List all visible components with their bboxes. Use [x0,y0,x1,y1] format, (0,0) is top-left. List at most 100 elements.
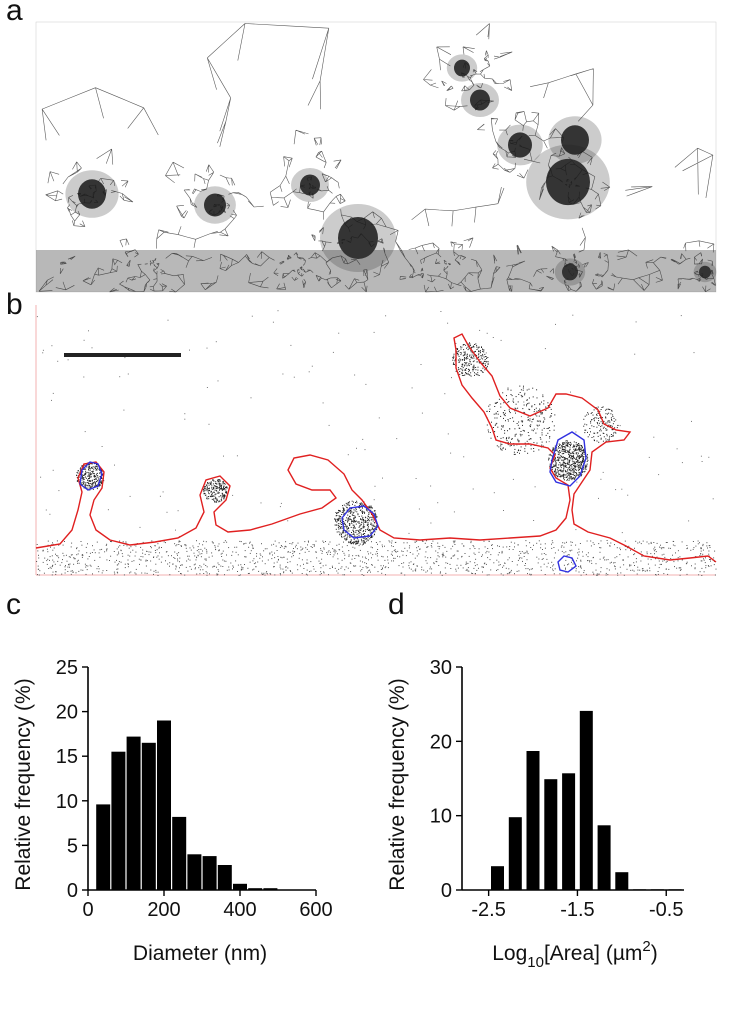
loc-dot [224,483,226,485]
loc-dot [128,547,130,549]
loc-dot [570,468,572,470]
loc-dot [368,516,370,518]
loc-dot [283,556,285,558]
loc-dot [608,424,610,426]
loc-dot [541,444,543,446]
bar [491,866,504,890]
loc-dot [374,485,376,487]
loc-dot [85,470,87,472]
loc-dot [292,553,294,555]
loc-dot [591,437,593,438]
loc-dot [581,462,583,464]
loc-dot [457,351,459,353]
loc-dot [536,542,538,544]
loc-dot [561,446,563,448]
loc-dot [345,519,347,521]
loc-dot [616,547,618,549]
loc-dot [628,545,630,547]
loc-dot [85,473,86,474]
loc-dot [320,548,322,550]
loc-dot [559,469,561,471]
loc-dot [580,467,582,469]
loc-dot [204,558,206,560]
loc-dot [193,547,195,549]
loc-dot [345,524,346,526]
loc-dot [252,545,254,547]
loc-dot [655,551,657,553]
loc-dot [255,562,256,564]
bar [633,889,647,890]
x-tick-label: -1.5 [560,899,594,921]
loc-dot [171,555,172,557]
loc-dot [700,553,702,555]
loc-dot [310,561,312,563]
loc-dot [208,496,209,498]
loc-dot [384,567,386,569]
loc-dot [573,456,574,458]
loc-dot [575,453,577,455]
loc-dot [201,553,203,555]
loc-dot [220,565,222,567]
loc-dot [568,474,570,476]
loc-dot [566,449,568,451]
loc-dot [364,526,366,528]
loc-dot [596,414,598,416]
loc-dot [344,523,346,525]
loc-dot [401,550,403,552]
loc-dot [343,522,345,524]
loc-dot [205,558,207,560]
loc-dot [292,555,294,557]
loc-dot [543,553,545,554]
loc-dot [614,431,616,433]
loc-dot [510,571,512,573]
loc-dot [543,563,545,565]
loc-dot [364,533,366,534]
loc-dot [52,469,54,471]
loc-dot [492,548,493,550]
loc-dot [221,556,223,557]
loc-dot [570,443,572,445]
loc-dot [562,443,564,445]
loc-dot [469,354,471,356]
loc-dot [375,526,377,528]
loc-dot [88,478,90,480]
loc-dot [468,343,470,345]
loc-dot [577,462,579,464]
loc-dot [340,567,342,569]
loc-dot [51,574,53,576]
loc-dot [597,413,599,414]
loc-dot [624,540,626,542]
loc-dot [673,541,675,542]
loc-dot [566,475,568,477]
loc-dot [571,460,573,462]
loc-dot [587,454,588,456]
loc-dot [575,465,577,467]
loc-dot [363,541,365,543]
loc-dot [570,476,572,478]
loc-dot [564,465,566,467]
loc-dot [605,409,607,411]
loc-dot [364,541,366,543]
loc-dot [464,364,466,366]
loc-dot [583,449,585,451]
loc-dot [595,569,597,571]
loc-dot [574,464,576,466]
bar [562,773,576,890]
loc-dot [573,460,575,462]
loc-dot [222,550,224,552]
loc-dot [540,569,542,571]
loc-dot [349,524,351,526]
loc-dot [608,412,610,414]
loc-dot [601,423,603,425]
loc-dot [88,475,90,477]
loc-dot [529,542,531,544]
loc-dot [531,429,533,431]
loc-dot [514,542,516,544]
loc-dot [543,420,545,422]
loc-dot [359,524,361,526]
loc-dot [217,545,219,547]
loc-dot [561,550,563,552]
loc-dot [308,550,310,552]
loc-dot [539,403,541,405]
loc-dot [372,554,374,556]
